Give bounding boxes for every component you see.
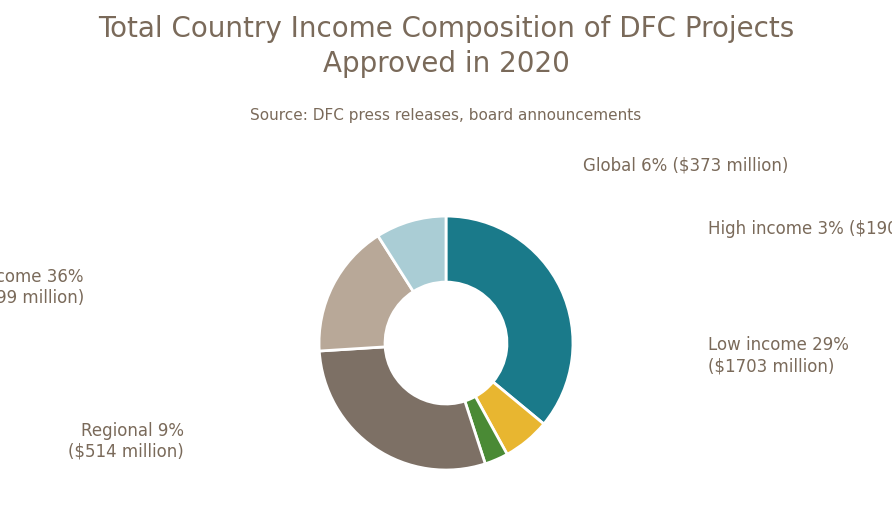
Wedge shape [319, 236, 413, 351]
Text: Source: DFC press releases, board announcements: Source: DFC press releases, board announ… [251, 108, 641, 122]
Wedge shape [319, 347, 485, 470]
Text: Upper middle income 36%
($2099 million): Upper middle income 36% ($2099 million) [0, 268, 84, 307]
Text: Total Country Income Composition of DFC Projects
Approved in 2020: Total Country Income Composition of DFC … [98, 15, 794, 78]
Text: High income 3% ($190 million): High income 3% ($190 million) [708, 220, 892, 238]
Wedge shape [465, 396, 508, 464]
Text: Regional 9%
($514 million): Regional 9% ($514 million) [68, 422, 184, 461]
Wedge shape [378, 216, 446, 291]
Text: Low income 29%
($1703 million): Low income 29% ($1703 million) [708, 336, 849, 375]
Text: Global 6% ($373 million): Global 6% ($373 million) [583, 156, 789, 174]
Wedge shape [446, 216, 573, 424]
Wedge shape [475, 382, 544, 454]
